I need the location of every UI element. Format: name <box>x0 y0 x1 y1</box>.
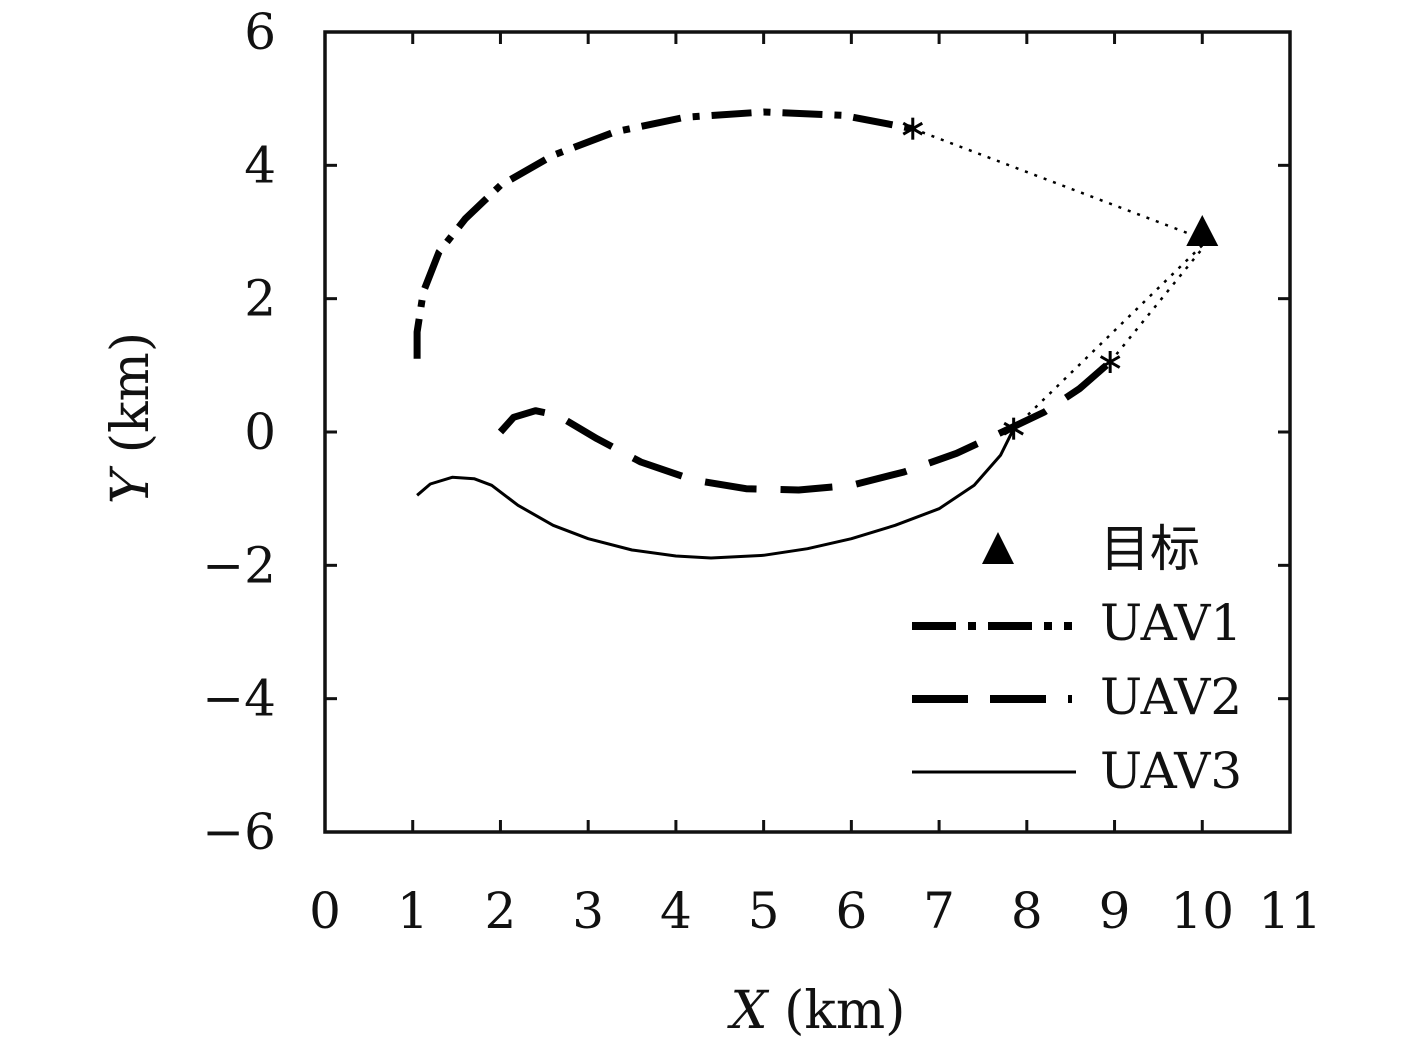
x-tick-label: 7 <box>923 882 955 940</box>
legend: 目标 UAV1 UAV2 UAV3 <box>912 520 1242 800</box>
uav1-end-marker <box>902 117 924 140</box>
x-tick-label: 10 <box>1170 882 1234 940</box>
y-tick-label: 2 <box>244 270 276 328</box>
asterisk-stroke <box>1099 355 1121 369</box>
legend-uav2-label: UAV2 <box>1100 668 1242 726</box>
uav2-path <box>497 359 1113 494</box>
series-layer <box>413 108 1113 560</box>
x-tick-label: 2 <box>485 882 517 940</box>
uav3-link-to-target <box>1012 244 1204 430</box>
target-marker <box>1186 215 1219 246</box>
asterisk-stroke <box>902 121 924 136</box>
plot-frame <box>323 30 1292 834</box>
uav1-link-to-target <box>912 127 1203 240</box>
x-tick-label: 5 <box>748 882 780 940</box>
links-layer <box>912 127 1204 430</box>
uav3-end-marker <box>1003 417 1024 440</box>
asterisk-stroke <box>1003 421 1024 436</box>
x-tick-label: 1 <box>397 882 429 940</box>
y-tick-label: 0 <box>244 403 276 461</box>
y-axis-title: Y (km) <box>101 332 161 504</box>
legend-target-label: 目标 <box>1100 520 1200 578</box>
x-tick-label: 9 <box>1099 882 1131 940</box>
x-tick-label: 8 <box>1011 882 1043 940</box>
y-tick-label: −2 <box>202 536 276 594</box>
markers-layer <box>902 117 1219 440</box>
legend-target-marker <box>982 532 1014 564</box>
uav2-link-to-target <box>1109 247 1204 363</box>
y-tick-label: 4 <box>244 136 276 194</box>
y-tick-label: −6 <box>202 803 276 861</box>
x-tick-label: 6 <box>835 882 867 940</box>
uav1-path <box>413 108 914 359</box>
legend-uav3-label: UAV3 <box>1100 742 1242 800</box>
legend-uav1-label: UAV1 <box>1100 594 1242 652</box>
uav2-end-marker <box>1099 351 1121 373</box>
x-tick-label: 3 <box>572 882 604 940</box>
x-tick-label: 4 <box>660 882 692 940</box>
uav3-path <box>416 428 1016 560</box>
x-tick-label: 0 <box>309 882 341 940</box>
x-tick-label: 11 <box>1258 882 1322 940</box>
y-tick-label: 6 <box>244 3 276 61</box>
y-tick-label: −4 <box>202 670 276 728</box>
x-axis-title: X (km) <box>727 981 906 1041</box>
